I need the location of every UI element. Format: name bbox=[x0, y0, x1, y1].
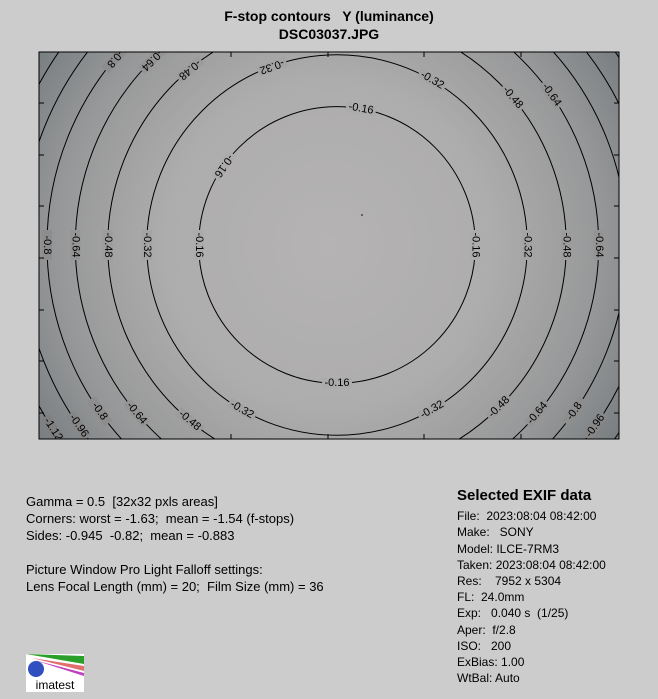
exif-line: Res: 7952 x 5304 bbox=[457, 574, 562, 589]
chart-subtitle: DSC03037.JPG bbox=[278, 26, 380, 42]
contour-label: -0.16 bbox=[469, 232, 481, 257]
contour-label-gap bbox=[193, 230, 204, 260]
contour-label-gap bbox=[137, 52, 167, 75]
exif-line: Model: ILCE-7RM3 bbox=[457, 541, 560, 556]
contour-label: -0.16 bbox=[193, 232, 205, 257]
contour-label-gap bbox=[345, 101, 377, 117]
contour-label-gap bbox=[41, 230, 52, 260]
contour-label-gap bbox=[226, 397, 258, 422]
contour-label-gap bbox=[582, 410, 609, 439]
exif-line: Taken: 2023:08:04 08:42:00 bbox=[457, 557, 606, 572]
contour-label-gap bbox=[65, 410, 92, 439]
exif-line: FL: 24.0mm bbox=[457, 590, 525, 605]
contour-label-gap bbox=[416, 68, 448, 93]
exif-line: Aper: f/2.8 bbox=[457, 622, 516, 637]
contour-label-gap bbox=[101, 52, 129, 74]
center-dot bbox=[361, 214, 363, 216]
contour-label-gap bbox=[70, 230, 81, 260]
contour-label-gap bbox=[499, 82, 527, 113]
contour-label-gap bbox=[256, 56, 288, 77]
contour-label-gap bbox=[102, 230, 113, 260]
info-line bbox=[26, 544, 324, 561]
info-line: Gamma = 0.5 [32x32 pxls areas] bbox=[26, 494, 218, 509]
exif-line: Exp: 0.040 s (1/25) bbox=[457, 606, 569, 621]
info-line: Corners: worst = -1.63; mean = -1.54 (f-… bbox=[26, 511, 295, 526]
contour-label: -0.32 bbox=[521, 232, 533, 257]
exif-panel: Selected EXIF data File: 2023:08:04 08:42… bbox=[457, 487, 606, 686]
chart-title: F-stop contours Y (luminance) bbox=[224, 8, 434, 24]
exif-title: Selected EXIF data bbox=[457, 487, 592, 504]
contour-label-gap bbox=[174, 407, 205, 435]
contour-label: -0.16 bbox=[324, 377, 349, 389]
contour-label: -0.16 bbox=[348, 101, 375, 117]
info-line: Picture Window Pro Light Falloff setting… bbox=[26, 562, 263, 577]
contour-label-gap bbox=[470, 230, 481, 260]
contour-label-gap bbox=[522, 230, 533, 260]
contour-label-gap bbox=[141, 230, 152, 260]
contour-label-gap bbox=[416, 397, 448, 422]
contour-label: -0.48 bbox=[560, 232, 572, 257]
contour-label: -0.8 bbox=[41, 236, 53, 255]
contour-label-gap bbox=[174, 55, 205, 83]
imatest-logo: imatest bbox=[26, 654, 84, 692]
measurement-info: Gamma = 0.5 [32x32 pxls areas] Corners: w… bbox=[26, 493, 324, 595]
exif-line: ISO: 200 bbox=[457, 638, 512, 653]
contour-label-gap bbox=[593, 230, 604, 260]
contour-label-gap bbox=[561, 230, 572, 260]
svg-text:imatest: imatest bbox=[36, 678, 75, 692]
contour-label: -0.48 bbox=[102, 232, 114, 257]
contour-label-gap bbox=[210, 150, 237, 181]
contour-label-gap bbox=[484, 392, 514, 422]
contour-label-gap bbox=[322, 378, 352, 389]
exif-line: File: 2023:08:04 08:42:00 bbox=[457, 509, 597, 524]
contour-label-gap bbox=[40, 414, 66, 439]
contour-plot: -0.16-0.16-0.16-0.16-0.16-0.32-0.32-0.32… bbox=[38, 51, 620, 440]
exif-line: WtBal: Auto bbox=[457, 671, 520, 686]
exif-line: Make: SONY bbox=[457, 525, 534, 540]
info-line: Lens Focal Length (mm) = 20; Film Size (… bbox=[26, 579, 324, 594]
contour-label: -0.64 bbox=[69, 232, 81, 257]
contour-label-gap bbox=[561, 396, 588, 427]
contour-label: -0.32 bbox=[141, 232, 153, 257]
plot-frame bbox=[38, 51, 620, 440]
contour-label-gap bbox=[524, 398, 551, 428]
exif-line: ExBias: 1.00 bbox=[457, 655, 525, 670]
contour-label-gap bbox=[123, 398, 150, 428]
info-line: Sides: -0.945 -0.82; mean = -0.883 bbox=[26, 528, 235, 543]
contour-label-gap bbox=[86, 396, 113, 427]
contour-label: -0.64 bbox=[593, 232, 605, 257]
contour-label-gap bbox=[538, 79, 565, 111]
